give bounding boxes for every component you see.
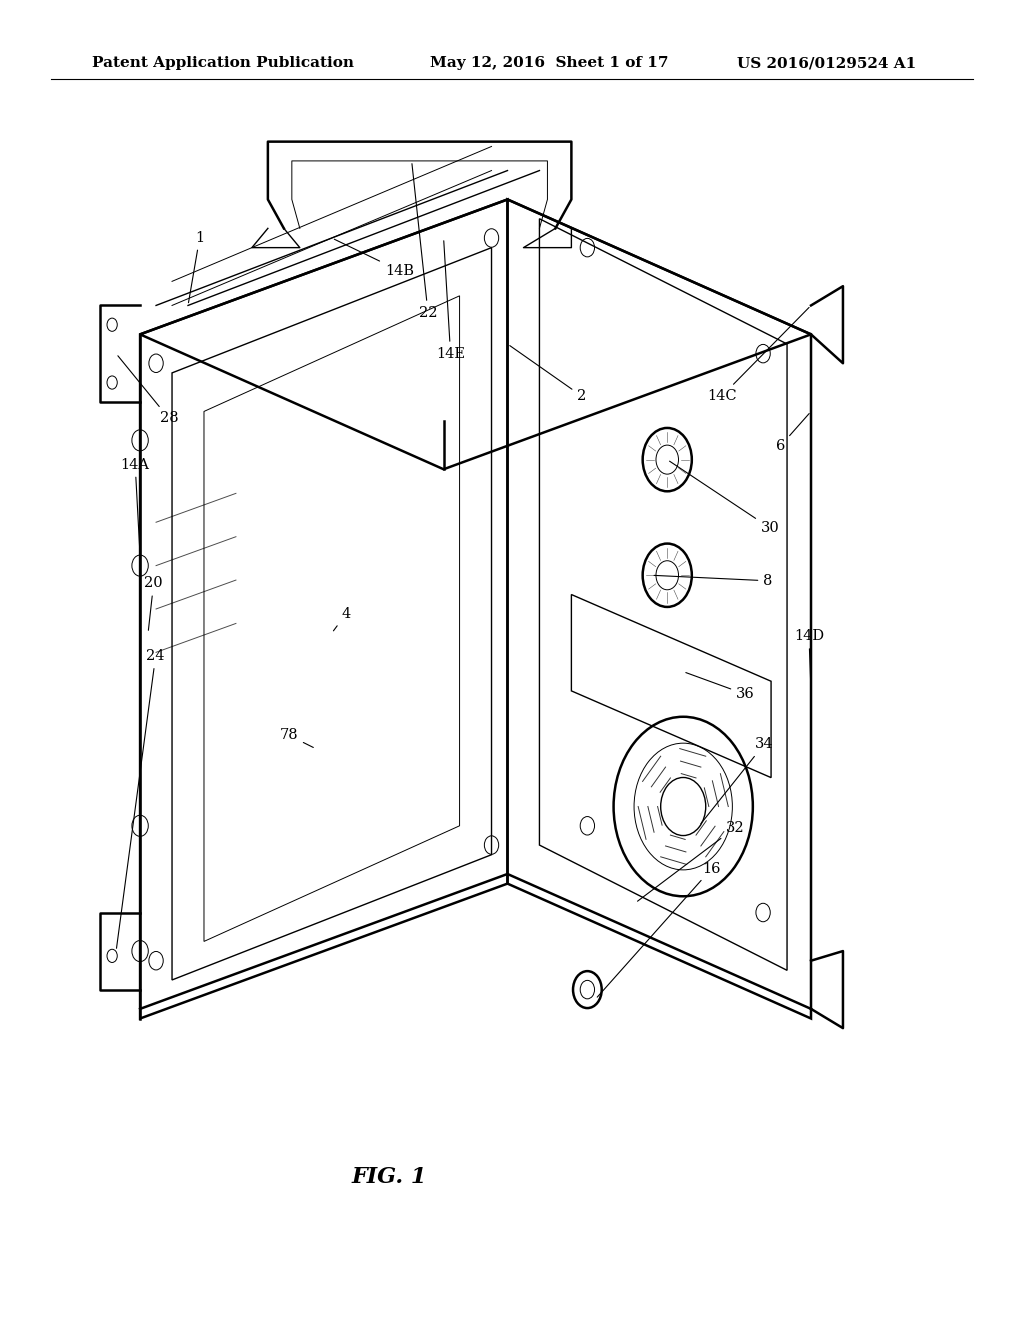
Text: 14B: 14B [334, 239, 414, 277]
Text: 20: 20 [144, 577, 163, 631]
Text: 1: 1 [188, 231, 204, 302]
Text: 2: 2 [510, 346, 587, 403]
Text: 36: 36 [686, 673, 755, 701]
Text: 78: 78 [280, 729, 313, 747]
Text: 6: 6 [775, 413, 809, 453]
Text: 24: 24 [117, 649, 165, 948]
Text: Patent Application Publication: Patent Application Publication [92, 57, 354, 70]
Text: 14A: 14A [121, 458, 150, 553]
Text: 16: 16 [597, 862, 721, 997]
Text: 34: 34 [700, 738, 773, 824]
Text: 32: 32 [638, 821, 744, 902]
Text: 14E: 14E [436, 240, 465, 360]
Text: 28: 28 [118, 356, 178, 425]
Text: FIG. 1: FIG. 1 [351, 1167, 427, 1188]
Text: 8: 8 [654, 574, 773, 587]
Text: 14D: 14D [794, 630, 824, 688]
Text: May 12, 2016  Sheet 1 of 17: May 12, 2016 Sheet 1 of 17 [430, 57, 669, 70]
Text: 14C: 14C [708, 308, 809, 403]
Text: 30: 30 [670, 461, 779, 535]
Text: US 2016/0129524 A1: US 2016/0129524 A1 [737, 57, 916, 70]
Text: 22: 22 [412, 164, 437, 319]
Text: 4: 4 [334, 607, 351, 631]
